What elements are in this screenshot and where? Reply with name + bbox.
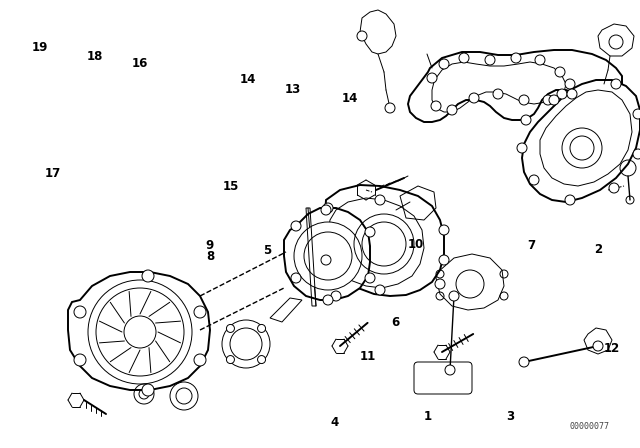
Text: 17: 17 <box>44 167 61 181</box>
Circle shape <box>517 143 527 153</box>
Circle shape <box>321 205 331 215</box>
Circle shape <box>447 105 457 115</box>
Circle shape <box>375 285 385 295</box>
Text: 3: 3 <box>507 410 515 423</box>
Circle shape <box>142 384 154 396</box>
Text: 1: 1 <box>424 410 431 423</box>
Polygon shape <box>270 298 302 322</box>
Circle shape <box>529 175 539 185</box>
Text: 9: 9 <box>206 239 214 252</box>
Circle shape <box>485 55 495 65</box>
Text: 14: 14 <box>240 73 257 86</box>
Circle shape <box>511 53 521 63</box>
Text: 15: 15 <box>222 180 239 193</box>
Circle shape <box>194 354 206 366</box>
Circle shape <box>257 356 266 364</box>
Text: 10: 10 <box>408 238 424 251</box>
Polygon shape <box>284 208 370 300</box>
Circle shape <box>611 79 621 89</box>
Circle shape <box>385 103 395 113</box>
Circle shape <box>357 31 367 41</box>
Polygon shape <box>408 50 622 122</box>
Circle shape <box>439 225 449 235</box>
Circle shape <box>543 95 553 105</box>
Circle shape <box>565 195 575 205</box>
Text: 14: 14 <box>341 92 358 105</box>
Circle shape <box>257 324 266 332</box>
Circle shape <box>365 273 375 283</box>
Polygon shape <box>68 272 210 390</box>
Text: 5: 5 <box>264 244 271 258</box>
Circle shape <box>633 149 640 159</box>
Circle shape <box>222 320 270 368</box>
Circle shape <box>431 101 441 111</box>
Text: 18: 18 <box>86 50 103 63</box>
Circle shape <box>445 365 455 375</box>
Circle shape <box>633 109 640 119</box>
Circle shape <box>427 73 437 83</box>
Circle shape <box>469 93 479 103</box>
Circle shape <box>294 222 362 290</box>
Circle shape <box>549 95 559 105</box>
Text: 2: 2 <box>594 243 602 257</box>
Circle shape <box>535 55 545 65</box>
Text: 13: 13 <box>285 83 301 96</box>
Circle shape <box>142 270 154 282</box>
Circle shape <box>321 255 331 265</box>
Text: 16: 16 <box>131 57 148 70</box>
Circle shape <box>227 324 234 332</box>
Circle shape <box>74 306 86 318</box>
Circle shape <box>323 203 333 213</box>
Polygon shape <box>522 80 640 202</box>
Circle shape <box>365 227 375 237</box>
Text: 7: 7 <box>527 239 535 252</box>
Circle shape <box>194 306 206 318</box>
Circle shape <box>565 79 575 89</box>
Circle shape <box>555 67 565 77</box>
Text: 19: 19 <box>31 41 48 54</box>
Text: 4: 4 <box>330 415 338 429</box>
Circle shape <box>291 273 301 283</box>
Circle shape <box>593 341 603 351</box>
Circle shape <box>449 291 459 301</box>
Circle shape <box>439 59 449 69</box>
Circle shape <box>439 255 449 265</box>
Circle shape <box>74 354 86 366</box>
Text: 6: 6 <box>392 316 399 329</box>
Text: 8: 8 <box>206 250 214 263</box>
Text: 12: 12 <box>604 342 620 355</box>
Circle shape <box>227 356 234 364</box>
Circle shape <box>519 95 529 105</box>
Circle shape <box>557 89 567 99</box>
Circle shape <box>519 357 529 367</box>
Circle shape <box>609 35 623 49</box>
Text: 00000077: 00000077 <box>570 422 610 431</box>
Polygon shape <box>325 185 444 296</box>
Text: 11: 11 <box>359 350 376 363</box>
Circle shape <box>567 89 577 99</box>
Circle shape <box>323 295 333 305</box>
Circle shape <box>375 195 385 205</box>
Circle shape <box>291 221 301 231</box>
Circle shape <box>521 115 531 125</box>
Circle shape <box>331 291 341 301</box>
Circle shape <box>435 279 445 289</box>
Circle shape <box>609 183 619 193</box>
Circle shape <box>459 53 469 63</box>
Circle shape <box>493 89 503 99</box>
